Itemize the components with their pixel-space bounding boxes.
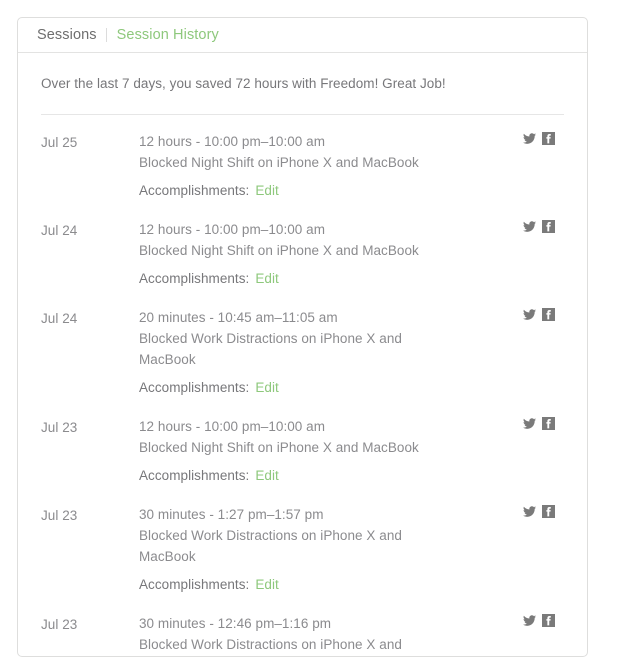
accomplishments-label: Accomplishments: (139, 270, 250, 286)
accomplishments-edit-link[interactable]: Edit (255, 379, 279, 395)
session-duration-time: 12 hours - 10:00 pm–10:00 am (139, 133, 326, 149)
accomplishments-row: Accomplishments: Edit (139, 465, 461, 486)
twitter-bird-icon[interactable] (523, 505, 536, 518)
twitter-bird-icon[interactable] (523, 132, 536, 145)
list-item: Jul 23 12 hours - 10:00 pm–10:00 am Bloc… (41, 404, 564, 492)
session-detail: 12 hours - 10:00 pm–10:00 am Blocked Nig… (139, 416, 461, 486)
session-description: Blocked Work Distractions on iPhone X an… (139, 330, 402, 367)
session-description: Blocked Work Distractions on iPhone X an… (139, 527, 402, 564)
share-actions (523, 416, 555, 430)
session-date: Jul 24 (41, 222, 78, 238)
share-actions (523, 131, 555, 145)
accomplishments-row: Accomplishments: Edit (139, 268, 461, 289)
accomplishments-edit-link[interactable]: Edit (255, 467, 279, 483)
session-date: Jul 25 (41, 134, 78, 150)
tab-bar: Sessions Session History (18, 18, 587, 53)
twitter-bird-icon[interactable] (523, 417, 536, 430)
facebook-f-icon[interactable] (542, 307, 555, 321)
accomplishments-label: Accomplishments: (139, 576, 250, 592)
session-date: Jul 23 (41, 419, 78, 435)
session-detail: 30 minutes - 12:46 pm–1:16 pm Blocked Wo… (139, 613, 461, 656)
share-actions (523, 307, 555, 321)
session-duration-time: 30 minutes - 12:46 pm–1:16 pm (139, 615, 332, 631)
list-item: Jul 25 12 hours - 10:00 pm–10:00 am Bloc… (41, 119, 564, 207)
card-body: Over the last 7 days, you saved 72 hours… (18, 53, 587, 656)
session-description: Blocked Work Distractions on iPhone X an… (139, 636, 402, 652)
session-list: Jul 25 12 hours - 10:00 pm–10:00 am Bloc… (41, 115, 564, 656)
twitter-bird-icon[interactable] (523, 614, 536, 627)
accomplishments-row: Accomplishments: Edit (139, 574, 461, 595)
twitter-bird-icon[interactable] (523, 220, 536, 233)
session-detail: 30 minutes - 1:27 pm–1:57 pm Blocked Wor… (139, 504, 461, 595)
session-duration-time: 12 hours - 10:00 pm–10:00 am (139, 418, 326, 434)
facebook-f-icon[interactable] (542, 131, 555, 145)
share-actions (523, 504, 555, 518)
facebook-f-icon[interactable] (542, 504, 555, 518)
summary-divider (41, 113, 564, 115)
accomplishments-row: Accomplishments: Edit (139, 180, 461, 201)
session-date: Jul 24 (41, 310, 78, 326)
session-description: Blocked Night Shift on iPhone X and MacB… (139, 439, 419, 455)
accomplishments-edit-link[interactable]: Edit (255, 182, 279, 198)
accomplishments-row: Accomplishments: Edit (139, 377, 461, 398)
session-duration-time: 20 minutes - 10:45 am–11:05 am (139, 309, 338, 325)
session-description: Blocked Night Shift on iPhone X and MacB… (139, 154, 419, 170)
session-detail: 12 hours - 10:00 pm–10:00 am Blocked Nig… (139, 219, 461, 289)
list-item: Jul 23 30 minutes - 12:46 pm–1:16 pm Blo… (41, 601, 564, 656)
session-detail: 12 hours - 10:00 pm–10:00 am Blocked Nig… (139, 131, 461, 201)
share-actions (523, 219, 555, 233)
session-duration-time: 12 hours - 10:00 pm–10:00 am (139, 221, 326, 237)
tab-session-history[interactable]: Session History (105, 28, 228, 43)
weekly-summary-text: Over the last 7 days, you saved 72 hours… (41, 76, 446, 91)
facebook-f-icon[interactable] (542, 416, 555, 430)
list-item: Jul 24 20 minutes - 10:45 am–11:05 am Bl… (41, 295, 564, 404)
session-history-card: Sessions Session History Over the last 7… (17, 17, 588, 657)
accomplishments-label: Accomplishments: (139, 379, 250, 395)
accomplishments-edit-link[interactable]: Edit (255, 270, 279, 286)
accomplishments-label: Accomplishments: (139, 467, 250, 483)
facebook-f-icon[interactable] (542, 613, 555, 627)
tab-sessions[interactable]: Sessions (37, 26, 97, 43)
share-actions (523, 613, 555, 627)
twitter-bird-icon[interactable] (523, 308, 536, 321)
session-detail: 20 minutes - 10:45 am–11:05 am Blocked W… (139, 307, 461, 398)
session-description: Blocked Night Shift on iPhone X and MacB… (139, 242, 419, 258)
session-duration-time: 30 minutes - 1:27 pm–1:57 pm (139, 506, 324, 522)
accomplishments-edit-link[interactable]: Edit (255, 576, 279, 592)
list-item: Jul 24 12 hours - 10:00 pm–10:00 am Bloc… (41, 207, 564, 295)
session-date: Jul 23 (41, 507, 78, 523)
facebook-f-icon[interactable] (542, 219, 555, 233)
page-root: Sessions Session History Over the last 7… (17, 17, 588, 657)
accomplishments-label: Accomplishments: (139, 182, 250, 198)
session-date: Jul 23 (41, 616, 78, 632)
list-item: Jul 23 30 minutes - 1:27 pm–1:57 pm Bloc… (41, 492, 564, 601)
